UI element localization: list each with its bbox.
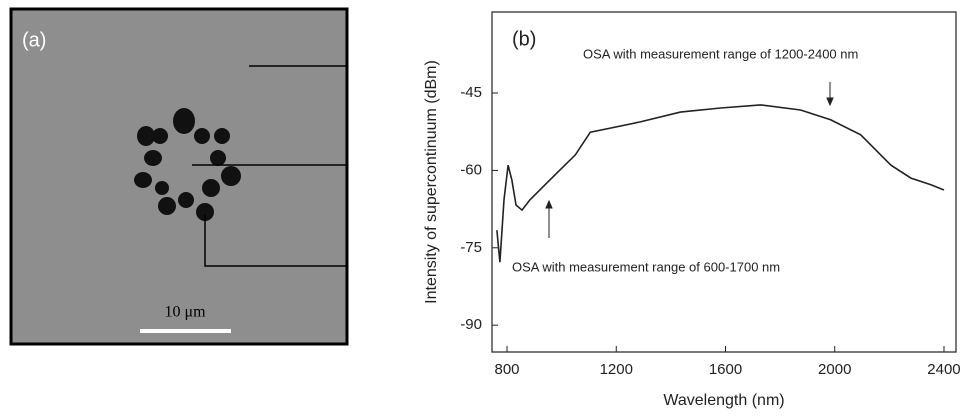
y-tick-label: -90: [460, 316, 482, 333]
x-tick-label: 1600: [709, 361, 742, 378]
y-axis-label: Intensity of supercontinuum (dBm): [423, 60, 440, 304]
arrows: [545, 82, 834, 238]
panel-label: (a): [22, 29, 46, 51]
scale-bar-label: 10 μm: [164, 304, 206, 321]
x-tick-label: 2000: [818, 361, 851, 378]
spectrum-line: [496, 104, 945, 263]
y-tick-label: -75: [460, 239, 482, 256]
sem-image: [9, 7, 349, 346]
scale-bar: [140, 329, 231, 333]
panel-label: (b): [512, 28, 536, 50]
x-tick-label: 2400: [927, 361, 960, 378]
sem-panel: 10 μm (a): [9, 7, 349, 346]
annotation: OSA with measurement range of 600-1700 n…: [512, 259, 780, 274]
annotation: OSA with measurement range of 1200-2400 …: [583, 46, 858, 61]
y-tick-label: -60: [460, 161, 482, 178]
x-tick-label: 1200: [600, 361, 633, 378]
pointer-lines: [192, 65, 347, 267]
holes: [134, 108, 241, 221]
x-tick-label: 800: [495, 361, 520, 378]
chart: (b) OSA with measurement range of 1200-2…: [423, 11, 961, 409]
x-axis-label: Wavelength (nm): [663, 392, 784, 409]
plot-frame: [491, 11, 957, 353]
y-tick-label: -45: [460, 84, 482, 101]
